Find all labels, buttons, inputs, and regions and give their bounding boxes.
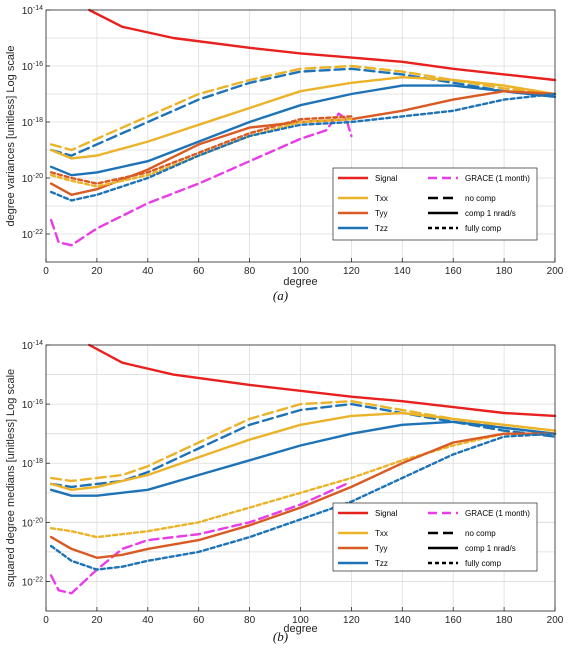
legend-box [332, 502, 538, 572]
legend-label: no comp [465, 194, 496, 203]
legend-label: Tzz [375, 224, 388, 233]
y-axis-label: squared degree medians [unitless] Log sc… [5, 369, 17, 587]
x-tick-label: 60 [193, 615, 205, 626]
series-line [49, 115, 353, 185]
series-line [88, 8, 557, 82]
x-tick-label: 100 [292, 266, 309, 277]
y-tick-label: 10-14 [22, 340, 43, 352]
series-line [49, 420, 557, 497]
y-tick-label: 10-20 [22, 517, 43, 529]
y-tick-label: 10-22 [22, 576, 43, 588]
figure-caption: (b) [273, 629, 288, 644]
legend-label: Txx [375, 529, 388, 538]
y-tick-label: 10-18 [22, 458, 43, 470]
x-axis-label: degree [283, 623, 317, 635]
x-tick-label: 40 [142, 615, 154, 626]
legend-label: GRACE (1 month) [465, 509, 530, 518]
series-line [49, 67, 557, 157]
x-tick-label: 20 [91, 266, 103, 277]
x-tick-label: 180 [496, 266, 513, 277]
y-tick-label: 10-16 [22, 61, 43, 73]
legend-label: Tzz [375, 559, 388, 568]
series-line [49, 75, 557, 160]
legend-label: no comp [465, 529, 496, 538]
x-tick-label: 80 [244, 615, 256, 626]
x-tick-label: 120 [343, 615, 360, 626]
chart-panel-2: 0 20 40 60 80 100 120 140 160 180 200 10-14 10-22 10-… [5, 340, 564, 644]
x-tick-label: 160 [445, 615, 462, 626]
x-tick-label: 120 [343, 266, 360, 277]
legend-label: Signal [375, 174, 397, 183]
legend-label: fully comp [465, 224, 502, 233]
series-line [49, 112, 353, 247]
legend-label: fully comp [465, 559, 502, 568]
x-tick-label: 200 [547, 266, 564, 277]
y-tick-label: 10-22 [22, 229, 43, 241]
y-tick-label: 10-18 [22, 117, 43, 129]
series-line [49, 400, 557, 483]
legend-label: Signal [375, 509, 397, 518]
x-tick-label: 180 [496, 615, 513, 626]
series-line [49, 432, 557, 539]
x-tick-label: 140 [394, 266, 411, 277]
x-tick-label: 0 [43, 615, 49, 626]
series-line [49, 432, 557, 559]
series-line [49, 89, 557, 197]
x-tick-label: 40 [142, 266, 154, 277]
series-line [88, 343, 557, 418]
legend: Signal GRACE (1 month) Txx no comp Tyy comp 1… [332, 502, 538, 572]
chart-panel-1: 0 20 40 60 80 100 120 140 160 180 200 10-14 10-22 10-… [5, 5, 564, 303]
figure-caption: (a) [273, 288, 288, 303]
x-tick-label: 140 [394, 615, 411, 626]
x-tick-label: 200 [547, 615, 564, 626]
y-axis-label: degree variances [unitless] Log scale [5, 46, 17, 227]
series-line [49, 117, 353, 188]
x-tick-label: 80 [244, 266, 256, 277]
series-line [49, 411, 557, 491]
y-tick-label: 10-20 [22, 173, 43, 185]
y-tick-label: 10-14 [22, 5, 43, 17]
series-line [49, 92, 557, 202]
legend-label: Tyy [375, 209, 387, 218]
series-line [49, 432, 557, 571]
x-tick-label: 100 [292, 615, 309, 626]
x-tick-label: 60 [193, 266, 205, 277]
x-tick-label: 20 [91, 615, 103, 626]
series-line [49, 402, 557, 489]
x-tick-label: 0 [43, 266, 49, 277]
x-axis-label: degree [283, 276, 317, 288]
legend-label: Tyy [375, 544, 387, 553]
series-line [49, 482, 348, 595]
legend-label: GRACE (1 month) [465, 174, 530, 183]
legend: Signal GRACE (1 month) Txx no comp Tyy comp 1… [332, 167, 538, 241]
legend-label: comp 1 nrad/s [465, 544, 516, 553]
x-tick-label: 160 [445, 266, 462, 277]
legend-label: comp 1 nrad/s [465, 209, 516, 218]
legend-label: Txx [375, 194, 388, 203]
y-tick-label: 10-16 [22, 399, 43, 411]
series-line [49, 84, 557, 177]
